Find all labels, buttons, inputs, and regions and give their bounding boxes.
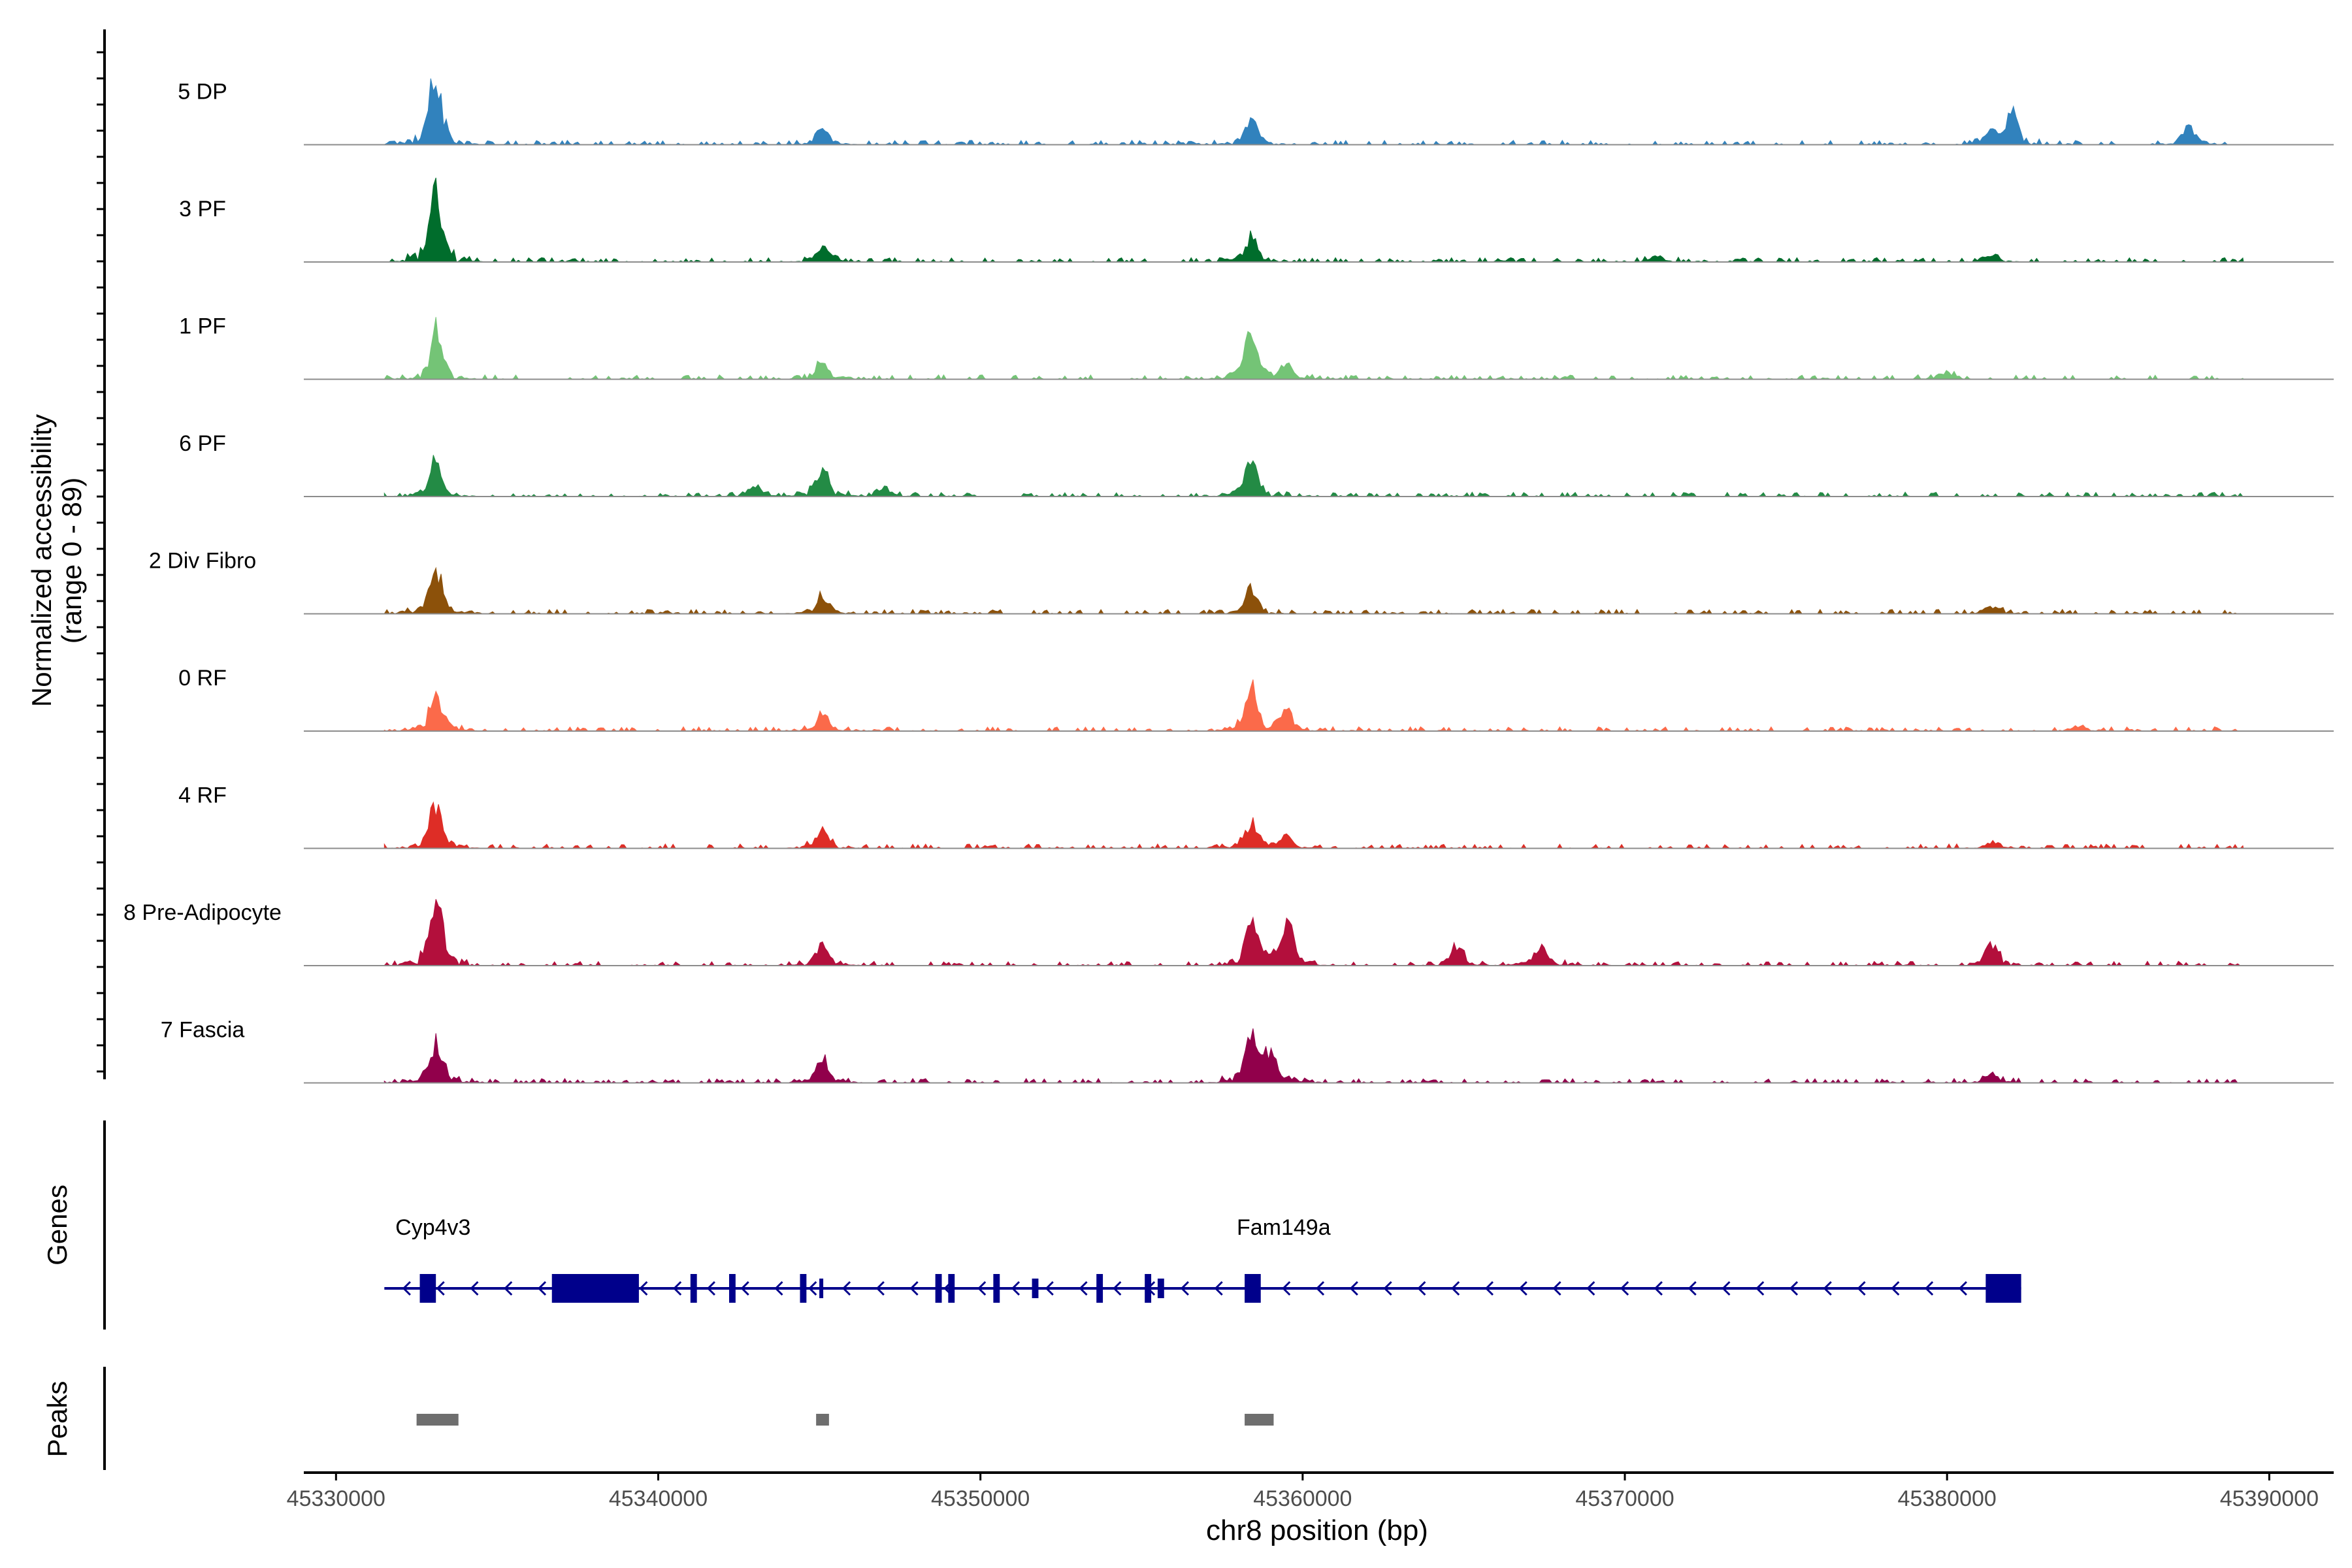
track-label-4: 2 Div Fibro (149, 549, 256, 574)
gene-exon (728, 1274, 736, 1303)
genes-panel-label: Genes (42, 1184, 73, 1266)
coverage-area-8 (384, 1028, 2244, 1084)
gene-exon (1096, 1274, 1103, 1303)
x-tick-label: 45350000 (931, 1486, 1030, 1511)
strand-chevron (639, 1281, 648, 1296)
x-axis-title: chr8 position (bp) (1206, 1514, 1428, 1546)
y-axis-label-line1: Normalized accessibility (26, 414, 57, 707)
gene-exon (690, 1274, 697, 1303)
strand-chevron (470, 1281, 479, 1296)
strand-chevron (909, 1281, 919, 1296)
strand-chevron (1552, 1281, 1561, 1296)
gene-exon (1985, 1274, 2021, 1303)
track-label-0: 5 DP (178, 80, 227, 105)
gene-name-label: Cyp4v3 (395, 1215, 470, 1240)
strand-chevron (977, 1281, 987, 1296)
gene-exon (1032, 1279, 1039, 1298)
track-label-5: 0 RF (178, 666, 227, 691)
strand-chevron (1079, 1281, 1088, 1296)
x-tick-label: 45340000 (609, 1486, 708, 1511)
strand-chevron (1722, 1281, 1731, 1296)
gene-exon (551, 1274, 639, 1303)
strand-chevron (1113, 1281, 1122, 1296)
x-tick-label: 45330000 (287, 1486, 385, 1511)
strand-chevron (1011, 1281, 1021, 1296)
gene-exon (948, 1274, 955, 1303)
gene-exon (1245, 1274, 1261, 1303)
peak-region (416, 1414, 459, 1426)
coverage-area-7 (384, 899, 2244, 966)
strand-chevron (1383, 1281, 1392, 1296)
strand-chevron (1891, 1281, 1900, 1296)
gene-track: Cyp4v3 Fam149a (103, 1120, 2021, 1330)
gene-exon (1157, 1279, 1164, 1298)
gene-exon (1145, 1274, 1152, 1303)
strand-chevron (402, 1281, 411, 1296)
strand-chevron (1620, 1281, 1629, 1296)
gene-exon (993, 1274, 1000, 1303)
strand-chevron (808, 1281, 817, 1296)
strand-chevron (537, 1281, 547, 1296)
peak-track (103, 1367, 1274, 1470)
strand-chevron (673, 1281, 682, 1296)
strand-chevron (841, 1281, 851, 1296)
gene-exon (819, 1279, 824, 1298)
strand-chevron (1484, 1281, 1494, 1296)
strand-chevron (1925, 1281, 1934, 1296)
x-tick-label: 45380000 (1898, 1486, 1997, 1511)
strand-chevron (436, 1281, 445, 1296)
coverage-area-5 (384, 679, 2244, 732)
x-tick-label: 45360000 (1253, 1486, 1352, 1511)
strand-chevron (706, 1281, 715, 1296)
track-label-1: 3 PF (179, 197, 226, 221)
peak-region (1245, 1414, 1274, 1426)
x-axis: 45330000 45340000 45350000 45360000 45370000… (287, 1471, 2334, 1511)
strand-chevron (1180, 1281, 1189, 1296)
coverage-area-2 (384, 317, 2244, 380)
strand-chevron (875, 1281, 885, 1296)
gene-name-label: Fam149a (1237, 1215, 1331, 1240)
coverage-area-1 (384, 177, 2244, 263)
strand-chevron (740, 1281, 749, 1296)
y-axis-label-line2: (range 0 - 89) (56, 478, 87, 644)
coverage-area-6 (384, 801, 2244, 849)
strand-chevron (1282, 1281, 1291, 1296)
strand-chevron (1586, 1281, 1595, 1296)
strand-chevron (1315, 1281, 1325, 1296)
coverage-area-0 (384, 78, 2244, 146)
gene-exon (419, 1274, 436, 1303)
track-label-7: 8 Pre-Adipocyte (123, 900, 282, 925)
strand-chevron (1789, 1281, 1799, 1296)
strand-chevron (1857, 1281, 1866, 1296)
strand-chevron (504, 1281, 513, 1296)
coverage-area-3 (384, 455, 2244, 497)
peak-region (816, 1414, 829, 1426)
strand-chevron (1451, 1281, 1460, 1296)
strand-chevron (1417, 1281, 1426, 1296)
coverage-tracks: 5 DP 3 PF 1 PF 6 PF 2 Div Fibro 0 RF 4 RF 8 Pre… (97, 29, 2334, 1084)
track-label-2: 1 PF (179, 314, 226, 339)
peaks-panel-label: Peaks (42, 1381, 73, 1458)
strand-chevron (1823, 1281, 1832, 1296)
track-label-8: 7 Fascia (161, 1018, 245, 1043)
strand-chevron (1756, 1281, 1765, 1296)
track-label-6: 4 RF (178, 783, 227, 808)
strand-chevron (1214, 1281, 1223, 1296)
coverage-area-4 (384, 566, 2244, 615)
strand-chevron (1688, 1281, 1697, 1296)
gene-exon (935, 1274, 942, 1303)
strand-chevron (774, 1281, 783, 1296)
strand-chevron (1518, 1281, 1527, 1296)
x-tick-label: 45390000 (2220, 1486, 2319, 1511)
gene-exon (800, 1274, 807, 1303)
strand-chevron (1654, 1281, 1663, 1296)
x-tick-label: 45370000 (1575, 1486, 1674, 1511)
strand-chevron (1045, 1281, 1054, 1296)
strand-chevron (1349, 1281, 1358, 1296)
track-label-3: 6 PF (179, 431, 226, 456)
strand-chevron (1958, 1281, 1967, 1296)
